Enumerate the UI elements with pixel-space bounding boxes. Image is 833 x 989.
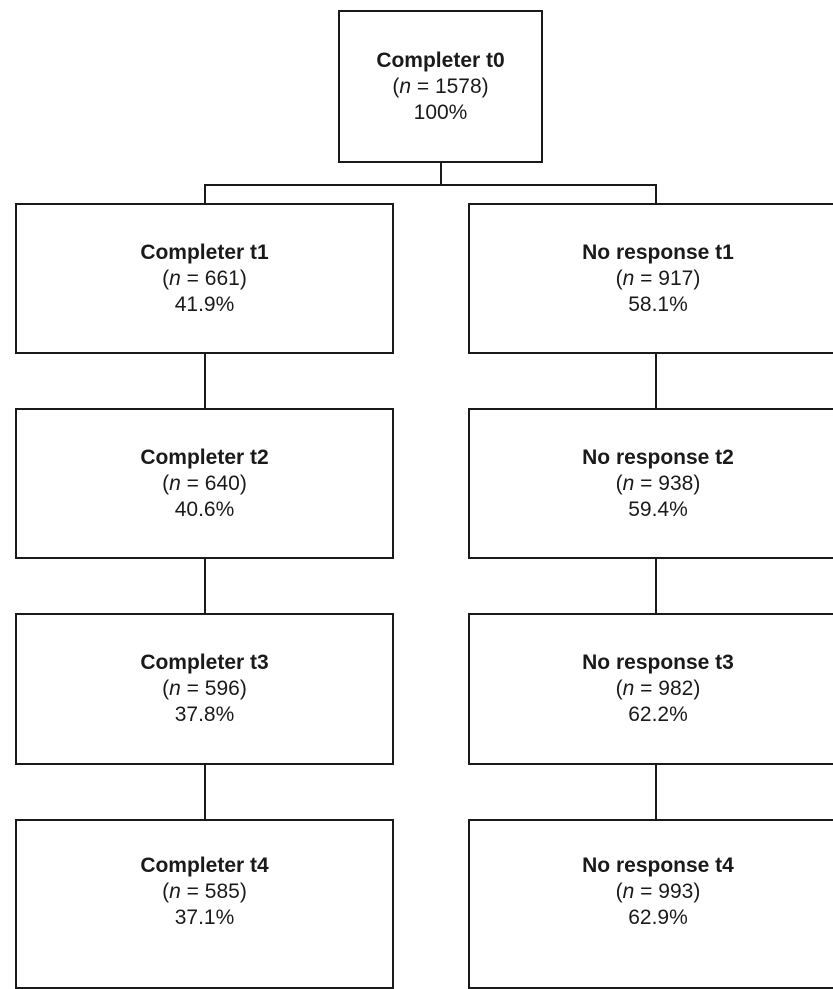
box-count: (n = 661) — [162, 266, 247, 290]
box-no-response-t2: No response t2 (n = 938) 59.4% — [468, 408, 833, 559]
connector-horizontal-split — [204, 184, 656, 186]
connector-completer-t2-t3 — [204, 558, 206, 614]
box-title: No response t4 — [582, 854, 734, 877]
box-count: (n = 585) — [162, 880, 247, 903]
box-percent: 59.4% — [628, 497, 688, 521]
box-percent: 37.8% — [174, 703, 235, 726]
box-completer-t3: Completer t3 (n = 596) 37.8% — [15, 613, 394, 765]
connector-noresponse-t3-t4 — [655, 764, 657, 820]
box-completer-t2: Completer t2 (n = 640) 40.6% — [15, 408, 394, 559]
connector-split-right — [655, 184, 657, 204]
box-completer-t4: Completer t4 (n = 585) 37.1% — [15, 819, 394, 989]
box-no-response-t4: No response t4 (n = 993) 62.9% — [468, 819, 833, 989]
connector-split-left — [204, 184, 206, 204]
box-title: Completer t1 — [140, 240, 269, 264]
connector-noresponse-t2-t3 — [655, 558, 657, 614]
connector-root-down — [440, 162, 442, 186]
box-count: (n = 993) — [615, 880, 701, 903]
box-percent: 100% — [413, 100, 468, 124]
box-title: Completer t3 — [140, 651, 269, 674]
box-count: (n = 917) — [615, 266, 701, 290]
box-percent: 37.1% — [174, 906, 235, 929]
box-no-response-t1: No response t1 (n = 917) 58.1% — [468, 203, 833, 354]
box-title: No response t2 — [582, 445, 734, 469]
box-title: Completer t0 — [376, 48, 505, 72]
connector-completer-t1-t2 — [204, 353, 206, 409]
connector-noresponse-t1-t2 — [655, 353, 657, 409]
box-title: No response t3 — [582, 651, 734, 674]
box-count: (n = 982) — [615, 677, 701, 700]
box-percent: 58.1% — [628, 292, 688, 316]
box-count: (n = 596) — [162, 677, 247, 700]
box-percent: 41.9% — [174, 292, 235, 316]
box-count: (n = 640) — [162, 471, 247, 495]
box-title: No response t1 — [582, 240, 734, 264]
box-percent: 62.2% — [628, 703, 688, 726]
box-title: Completer t2 — [140, 445, 269, 469]
box-percent: 40.6% — [174, 497, 235, 521]
connector-completer-t3-t4 — [204, 764, 206, 820]
box-title: Completer t4 — [140, 854, 269, 877]
box-count: (n = 938) — [615, 471, 701, 495]
box-percent: 62.9% — [628, 906, 688, 929]
box-no-response-t3: No response t3 (n = 982) 62.2% — [468, 613, 833, 765]
box-count: (n = 1578) — [392, 74, 489, 98]
box-completer-t1: Completer t1 (n = 661) 41.9% — [15, 203, 394, 354]
box-completer-t0: Completer t0 (n = 1578) 100% — [338, 10, 543, 163]
